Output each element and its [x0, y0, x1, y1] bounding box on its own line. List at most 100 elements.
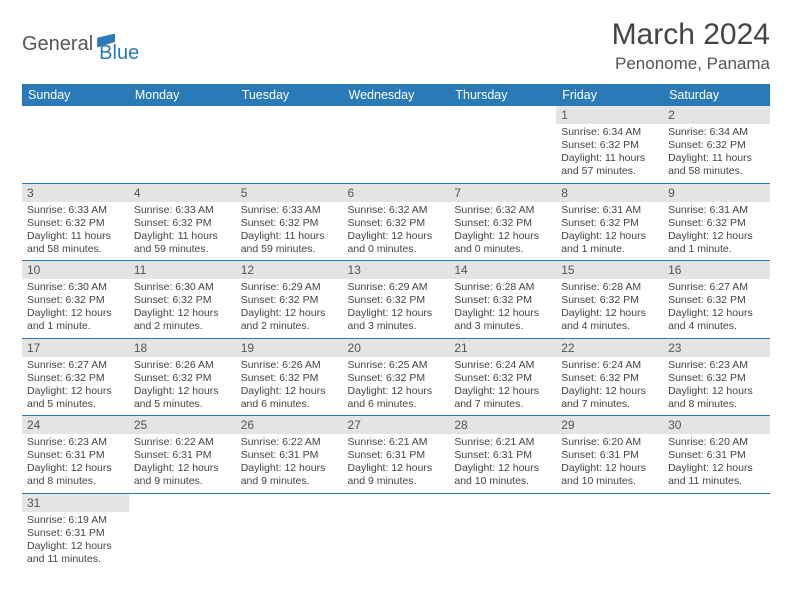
- calendar-cell: 23Sunrise: 6:23 AMSunset: 6:32 PMDayligh…: [663, 338, 770, 416]
- day-body: Sunrise: 6:21 AMSunset: 6:31 PMDaylight:…: [343, 434, 450, 493]
- daylight-text: Daylight: 12 hours and 3 minutes.: [348, 307, 445, 333]
- daylight-text: Daylight: 12 hours and 5 minutes.: [27, 385, 124, 411]
- day-number: 25: [129, 416, 236, 434]
- calendar-cell: 8Sunrise: 6:31 AMSunset: 6:32 PMDaylight…: [556, 183, 663, 261]
- sunset-text: Sunset: 6:32 PM: [561, 139, 658, 152]
- sunset-text: Sunset: 6:32 PM: [241, 294, 338, 307]
- day-body: Sunrise: 6:31 AMSunset: 6:32 PMDaylight:…: [663, 202, 770, 261]
- sunrise-text: Sunrise: 6:27 AM: [27, 359, 124, 372]
- sunrise-text: Sunrise: 6:32 AM: [454, 204, 551, 217]
- calendar-cell: 13Sunrise: 6:29 AMSunset: 6:32 PMDayligh…: [343, 261, 450, 339]
- sunset-text: Sunset: 6:31 PM: [27, 449, 124, 462]
- sunset-text: Sunset: 6:31 PM: [241, 449, 338, 462]
- calendar-cell: 15Sunrise: 6:28 AMSunset: 6:32 PMDayligh…: [556, 261, 663, 339]
- day-number: 20: [343, 339, 450, 357]
- location: Penonome, Panama: [612, 54, 770, 74]
- day-number: 31: [22, 494, 129, 512]
- calendar-cell: 3Sunrise: 6:33 AMSunset: 6:32 PMDaylight…: [22, 183, 129, 261]
- calendar-cell-empty: [556, 493, 663, 570]
- daylight-text: Daylight: 12 hours and 9 minutes.: [134, 462, 231, 488]
- calendar-cell: 31Sunrise: 6:19 AMSunset: 6:31 PMDayligh…: [22, 493, 129, 570]
- daylight-text: Daylight: 11 hours and 59 minutes.: [134, 230, 231, 256]
- day-number: 7: [449, 184, 556, 202]
- daylight-text: Daylight: 11 hours and 59 minutes.: [241, 230, 338, 256]
- sunrise-text: Sunrise: 6:22 AM: [241, 436, 338, 449]
- sunrise-text: Sunrise: 6:23 AM: [27, 436, 124, 449]
- month-title: March 2024: [612, 18, 770, 52]
- sunrise-text: Sunrise: 6:23 AM: [668, 359, 765, 372]
- day-number: 3: [22, 184, 129, 202]
- day-number: 13: [343, 261, 450, 279]
- sunrise-text: Sunrise: 6:28 AM: [454, 281, 551, 294]
- day-body: Sunrise: 6:25 AMSunset: 6:32 PMDaylight:…: [343, 357, 450, 416]
- day-number: 4: [129, 184, 236, 202]
- sunset-text: Sunset: 6:32 PM: [27, 372, 124, 385]
- calendar-cell: 12Sunrise: 6:29 AMSunset: 6:32 PMDayligh…: [236, 261, 343, 339]
- calendar-cell-empty: [236, 106, 343, 183]
- day-body: Sunrise: 6:26 AMSunset: 6:32 PMDaylight:…: [129, 357, 236, 416]
- day-body: Sunrise: 6:27 AMSunset: 6:32 PMDaylight:…: [22, 357, 129, 416]
- day-number: 2: [663, 106, 770, 124]
- day-number: 8: [556, 184, 663, 202]
- calendar-cell: 28Sunrise: 6:21 AMSunset: 6:31 PMDayligh…: [449, 416, 556, 494]
- day-body: Sunrise: 6:32 AMSunset: 6:32 PMDaylight:…: [343, 202, 450, 261]
- calendar-table: SundayMondayTuesdayWednesdayThursdayFrid…: [22, 84, 770, 570]
- sunset-text: Sunset: 6:32 PM: [348, 294, 445, 307]
- title-block: March 2024 Penonome, Panama: [612, 18, 770, 74]
- calendar-row: 1Sunrise: 6:34 AMSunset: 6:32 PMDaylight…: [22, 106, 770, 183]
- calendar-cell: 1Sunrise: 6:34 AMSunset: 6:32 PMDaylight…: [556, 106, 663, 183]
- calendar-cell-empty: [449, 493, 556, 570]
- daylight-text: Daylight: 12 hours and 6 minutes.: [348, 385, 445, 411]
- day-body: Sunrise: 6:32 AMSunset: 6:32 PMDaylight:…: [449, 202, 556, 261]
- sunrise-text: Sunrise: 6:34 AM: [561, 126, 658, 139]
- sunset-text: Sunset: 6:32 PM: [561, 294, 658, 307]
- sunset-text: Sunset: 6:31 PM: [668, 449, 765, 462]
- daylight-text: Daylight: 12 hours and 4 minutes.: [668, 307, 765, 333]
- sunset-text: Sunset: 6:32 PM: [134, 372, 231, 385]
- day-body: Sunrise: 6:30 AMSunset: 6:32 PMDaylight:…: [129, 279, 236, 338]
- day-body: Sunrise: 6:26 AMSunset: 6:32 PMDaylight:…: [236, 357, 343, 416]
- day-body: Sunrise: 6:23 AMSunset: 6:32 PMDaylight:…: [663, 357, 770, 416]
- calendar-body: 1Sunrise: 6:34 AMSunset: 6:32 PMDaylight…: [22, 106, 770, 570]
- day-body: Sunrise: 6:22 AMSunset: 6:31 PMDaylight:…: [129, 434, 236, 493]
- sunrise-text: Sunrise: 6:34 AM: [668, 126, 765, 139]
- day-body: Sunrise: 6:20 AMSunset: 6:31 PMDaylight:…: [556, 434, 663, 493]
- daylight-text: Daylight: 11 hours and 57 minutes.: [561, 152, 658, 178]
- weekday-header: Saturday: [663, 84, 770, 106]
- sunrise-text: Sunrise: 6:25 AM: [348, 359, 445, 372]
- sunset-text: Sunset: 6:32 PM: [454, 372, 551, 385]
- daylight-text: Daylight: 12 hours and 10 minutes.: [561, 462, 658, 488]
- sunrise-text: Sunrise: 6:29 AM: [241, 281, 338, 294]
- header: General Blue March 2024 Penonome, Panama: [22, 18, 770, 74]
- sunset-text: Sunset: 6:32 PM: [241, 217, 338, 230]
- sunset-text: Sunset: 6:32 PM: [561, 372, 658, 385]
- daylight-text: Daylight: 12 hours and 2 minutes.: [241, 307, 338, 333]
- day-body: Sunrise: 6:24 AMSunset: 6:32 PMDaylight:…: [449, 357, 556, 416]
- daylight-text: Daylight: 12 hours and 7 minutes.: [454, 385, 551, 411]
- day-number: 26: [236, 416, 343, 434]
- sunset-text: Sunset: 6:32 PM: [454, 217, 551, 230]
- sunrise-text: Sunrise: 6:33 AM: [27, 204, 124, 217]
- day-body: Sunrise: 6:29 AMSunset: 6:32 PMDaylight:…: [343, 279, 450, 338]
- sunrise-text: Sunrise: 6:24 AM: [561, 359, 658, 372]
- day-body: Sunrise: 6:21 AMSunset: 6:31 PMDaylight:…: [449, 434, 556, 493]
- day-number: 18: [129, 339, 236, 357]
- daylight-text: Daylight: 12 hours and 5 minutes.: [134, 385, 231, 411]
- calendar-cell: 10Sunrise: 6:30 AMSunset: 6:32 PMDayligh…: [22, 261, 129, 339]
- sunset-text: Sunset: 6:32 PM: [134, 217, 231, 230]
- calendar-cell-empty: [129, 493, 236, 570]
- sunset-text: Sunset: 6:32 PM: [134, 294, 231, 307]
- day-number: 22: [556, 339, 663, 357]
- sunset-text: Sunset: 6:32 PM: [668, 294, 765, 307]
- daylight-text: Daylight: 12 hours and 1 minute.: [561, 230, 658, 256]
- sunrise-text: Sunrise: 6:28 AM: [561, 281, 658, 294]
- sunrise-text: Sunrise: 6:31 AM: [668, 204, 765, 217]
- calendar-row: 17Sunrise: 6:27 AMSunset: 6:32 PMDayligh…: [22, 338, 770, 416]
- day-body: Sunrise: 6:29 AMSunset: 6:32 PMDaylight:…: [236, 279, 343, 338]
- calendar-cell: 11Sunrise: 6:30 AMSunset: 6:32 PMDayligh…: [129, 261, 236, 339]
- day-body: Sunrise: 6:23 AMSunset: 6:31 PMDaylight:…: [22, 434, 129, 493]
- calendar-cell: 4Sunrise: 6:33 AMSunset: 6:32 PMDaylight…: [129, 183, 236, 261]
- daylight-text: Daylight: 12 hours and 11 minutes.: [668, 462, 765, 488]
- sunrise-text: Sunrise: 6:24 AM: [454, 359, 551, 372]
- sunrise-text: Sunrise: 6:31 AM: [561, 204, 658, 217]
